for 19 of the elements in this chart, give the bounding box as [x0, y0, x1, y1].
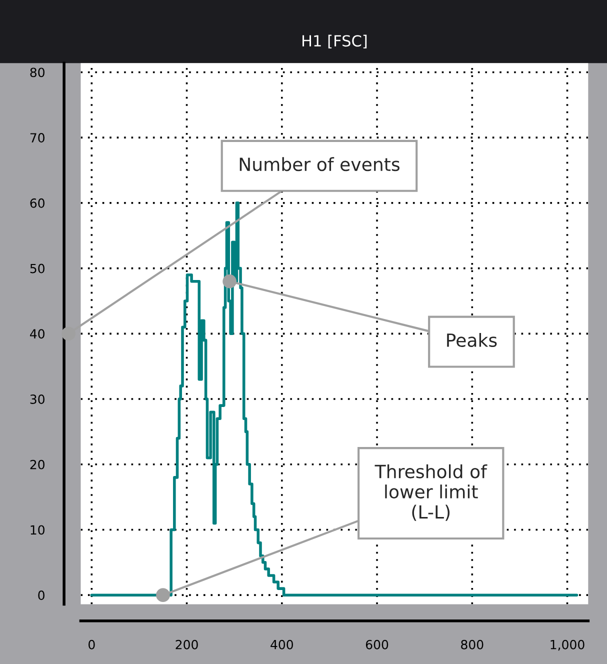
annotation: Number of events [240, 157, 400, 172]
x-tick-label: 1,000 [550, 640, 584, 651]
x-tick-label: 800 [461, 640, 484, 650]
y-tick-label: 50 [30, 264, 44, 274]
y-tick-label: 70 [30, 133, 44, 143]
y-tick-label: 0 [38, 590, 44, 600]
x-tick-label: 200 [176, 640, 198, 650]
x-tick-label: 600 [366, 640, 388, 650]
y-tick-label: 80 [30, 68, 44, 78]
chart-title: H1 [FSC] [302, 34, 367, 48]
y-tick-label: 20 [30, 460, 44, 470]
y-tick-label: 40 [30, 329, 44, 339]
annotation: Peaks [447, 333, 497, 348]
y-tick-label: 10 [30, 525, 44, 535]
x-tick-label: 0 [88, 640, 95, 650]
y-tick-label: 30 [30, 394, 44, 404]
y-tick-label: 60 [30, 198, 44, 208]
annotation: Threshold of lower limit (L-L) [374, 464, 488, 521]
x-tick-label: 400 [270, 640, 294, 650]
